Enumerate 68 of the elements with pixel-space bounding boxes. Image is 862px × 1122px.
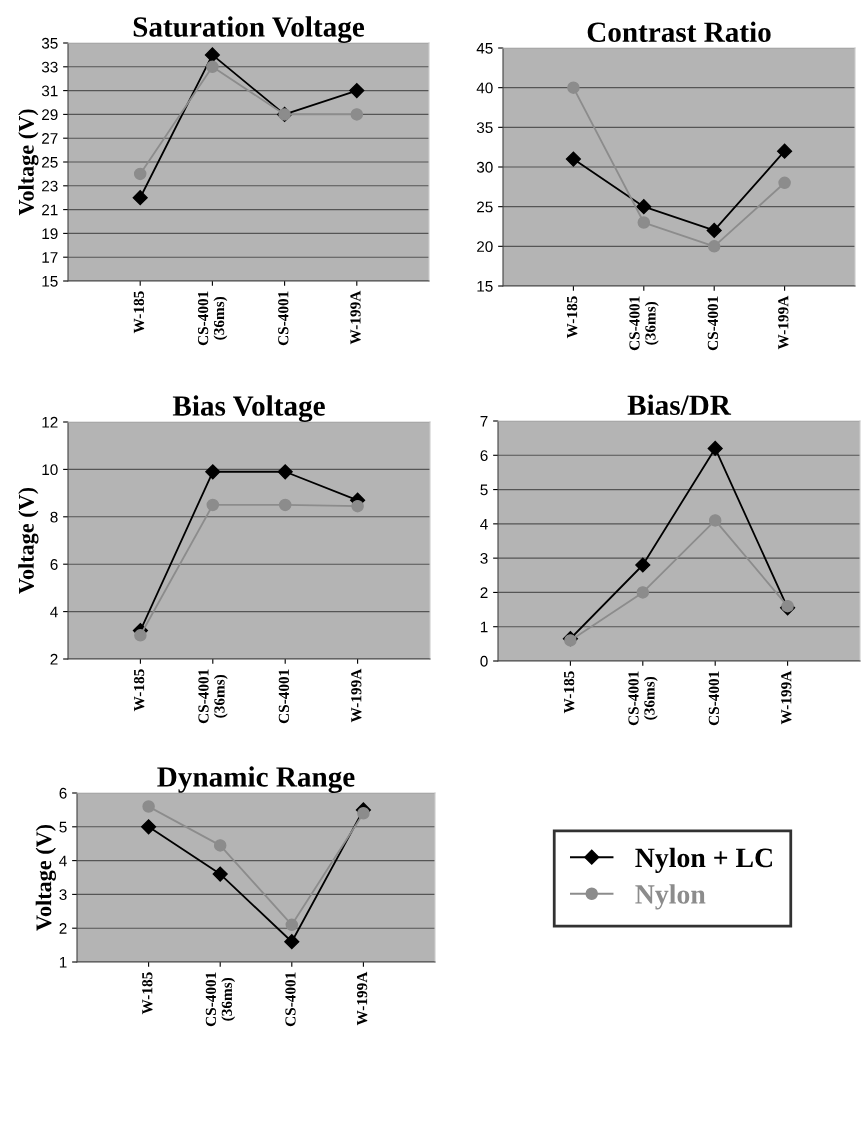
y-tick-label: 15: [42, 276, 58, 287]
y-tick-label: 3: [480, 553, 488, 564]
y-tick-label: 6: [480, 450, 488, 461]
y-tick-label: 4: [50, 606, 58, 618]
y-tick-label: 15: [477, 281, 493, 292]
y-tick-label: 4: [480, 518, 488, 530]
y-tick-label: 12: [42, 416, 58, 428]
x-tick-label: W-199A: [350, 290, 361, 345]
y-tick-label: 17: [42, 252, 58, 263]
x-tick-label: W-185: [142, 972, 153, 1015]
x-tick-label: CS-4001: [278, 669, 290, 724]
y-tick-label: 6: [50, 559, 58, 570]
x-tick-label: CS-4001 (36ms): [629, 296, 659, 351]
x-tick-label: W-199A: [781, 670, 792, 725]
chart-title: Contrast Ratio: [587, 21, 771, 43]
y-tick-label: 19: [42, 228, 58, 240]
y-tick-label: 2: [50, 653, 58, 665]
y-tick-label: 4: [59, 855, 67, 867]
y-tick-label: 35: [476, 122, 493, 134]
y-tick-label: 35: [41, 37, 58, 49]
chart-title: Bias/DR: [627, 394, 732, 416]
x-tick-label: CS-4001 (36ms): [205, 972, 236, 1027]
y-tick-label: 5: [480, 484, 488, 496]
legend-label: Nylon + LC: [635, 847, 772, 873]
x-tick-label: CS-4001: [285, 972, 296, 1027]
x-tick-label: W-185: [563, 671, 575, 714]
y-tick-label: 29: [42, 109, 58, 121]
y-tick-label: 1: [59, 957, 67, 968]
x-tick-label: W-199A: [778, 295, 789, 350]
y-tick-label: 6: [59, 787, 67, 799]
y-axis-title: Voltage (V): [35, 824, 56, 931]
y-tick-label: 40: [476, 82, 493, 94]
y-tick-label: 45: [476, 43, 493, 54]
y-tick-label: 21: [42, 204, 58, 216]
chart-title: Saturation Voltage: [133, 16, 365, 43]
x-tick-label: CS-4001 (36ms): [628, 671, 658, 726]
x-tick-label: W-185: [566, 296, 578, 339]
y-axis-title: Voltage (V): [18, 109, 39, 216]
x-tick-label: CS-4001: [707, 296, 719, 351]
x-tick-label: W-185: [133, 291, 145, 334]
x-tick-label: CS-4001 (36ms): [198, 669, 228, 724]
y-tick-label: 8: [50, 511, 58, 523]
y-tick-label: 31: [41, 85, 58, 97]
y-tick-label: 5: [59, 821, 67, 833]
legend-label: Nylon: [635, 884, 706, 910]
y-tick-label: 33: [41, 61, 58, 73]
x-tick-label: W-199A: [356, 971, 368, 1026]
y-tick-label: 2: [59, 923, 67, 934]
y-tick-label: 0: [480, 655, 488, 667]
y-tick-label: 30: [476, 161, 493, 173]
chart-title: Dynamic Range: [157, 766, 355, 793]
x-tick-label: W-199A: [351, 668, 362, 723]
x-tick-label: CS-4001 (36ms): [197, 291, 228, 346]
y-axis-title: Voltage (V): [18, 487, 39, 594]
y-tick-label: 23: [42, 180, 58, 192]
y-tick-label: 25: [477, 201, 493, 213]
y-tick-label: 27: [42, 133, 58, 144]
y-tick-label: 2: [480, 587, 488, 598]
chart-title: Bias Voltage: [172, 395, 325, 422]
y-tick-label: 7: [480, 416, 488, 427]
y-tick-label: 20: [477, 241, 493, 253]
y-tick-label: 1: [480, 621, 488, 633]
x-tick-label: CS-4001: [708, 671, 720, 726]
y-tick-label: 3: [59, 889, 67, 901]
y-tick-label: 25: [42, 156, 58, 168]
y-tick-label: 10: [42, 464, 58, 476]
x-tick-label: CS-4001: [278, 291, 289, 346]
x-tick-label: W-185: [133, 669, 145, 712]
